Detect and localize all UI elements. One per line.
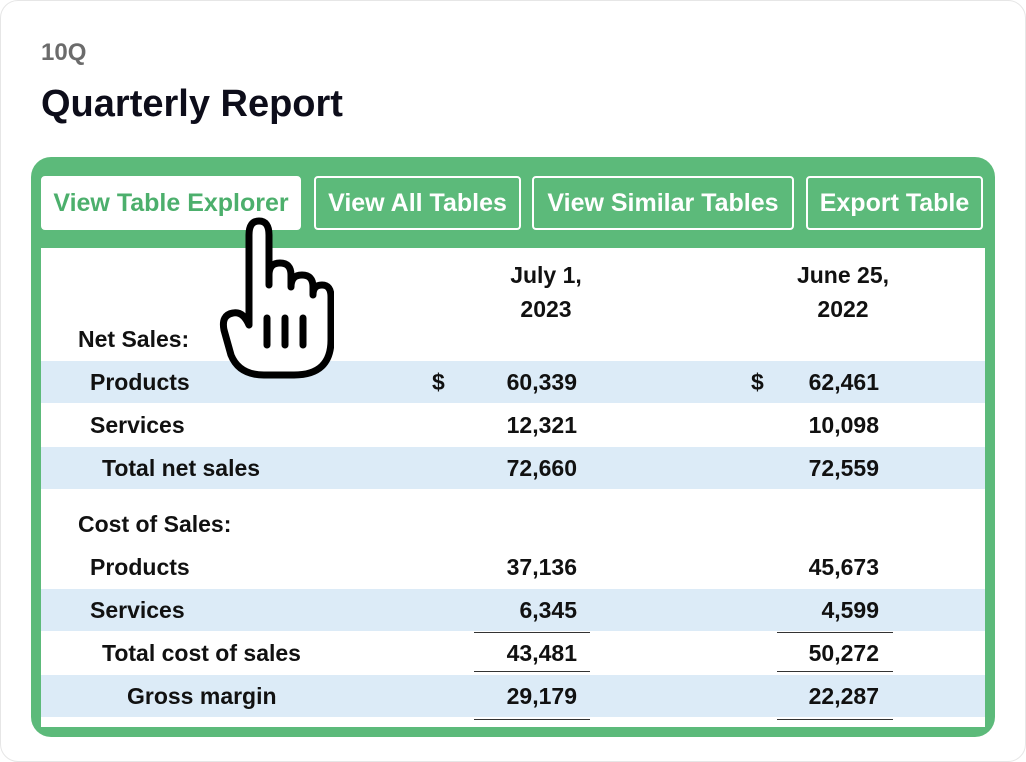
section-label: Cost of Sales:: [78, 511, 232, 537]
table-panel: View Table Explorer View All Tables View…: [31, 157, 995, 737]
row-label: Gross margin: [127, 683, 277, 709]
section-heading-row: Cost of Sales:: [41, 503, 985, 545]
row-label: Total cost of sales: [102, 640, 301, 666]
column-header-line1: July 1,: [510, 262, 582, 288]
table-row: Products 37,136 45,673: [41, 546, 985, 588]
financial-table: July 1, 2023 June 25, 2022 Net Sales: Pr…: [41, 248, 985, 727]
table-row: Services 6,345 4,599: [41, 589, 985, 631]
section-heading-row: Net Sales:: [41, 318, 985, 360]
view-similar-tables-button[interactable]: View Similar Tables: [532, 176, 794, 230]
currency-symbol: $: [432, 369, 445, 395]
subtotal-rule: [777, 671, 893, 672]
table-row: Total cost of sales 43,481 50,272: [41, 632, 985, 674]
value-2023: 6,345: [519, 597, 577, 623]
value-2022: 50,272: [808, 640, 879, 666]
row-label: Products: [90, 369, 190, 395]
value-2022: 45,673: [808, 554, 879, 580]
page-title: Quarterly Report: [41, 83, 343, 125]
pointer-hand-icon: [219, 217, 334, 379]
value-2023: 37,136: [506, 554, 577, 580]
column-header-2023: July 1, 2023: [496, 258, 596, 326]
currency-symbol: $: [751, 369, 764, 395]
row-label: Products: [90, 554, 190, 580]
value-2023: 43,481: [506, 640, 577, 666]
column-header-line2: 2023: [520, 296, 572, 322]
total-rule: [474, 719, 590, 720]
value-2023: 72,660: [506, 455, 577, 481]
section-label: Net Sales:: [78, 326, 190, 352]
export-table-button[interactable]: Export Table: [806, 176, 983, 230]
row-label: Total net sales: [102, 455, 261, 481]
value-2023: 29,179: [506, 683, 577, 709]
value-2023: 12,321: [506, 412, 577, 438]
form-code: 10Q: [41, 39, 87, 66]
column-header-line2: 2022: [817, 296, 869, 322]
subtotal-rule: [474, 671, 590, 672]
value-2022: 10,098: [808, 412, 879, 438]
value-2022: 72,559: [808, 455, 879, 481]
total-rule: [777, 719, 893, 720]
subtotal-rule: [777, 632, 893, 633]
column-header-2022: June 25, 2022: [793, 258, 893, 326]
table-row: Gross margin 29,179 22,287: [41, 675, 985, 717]
value-2022: 4,599: [821, 597, 879, 623]
table-row: Total net sales 72,660 72,559: [41, 447, 985, 489]
view-table-explorer-button[interactable]: View Table Explorer: [41, 176, 301, 230]
value-2022: 22,287: [808, 683, 879, 709]
value-2022: 62,461: [808, 369, 879, 395]
table-row: Products $ 60,339 $ 62,461: [41, 361, 985, 403]
column-header-line1: June 25,: [796, 262, 890, 288]
table-row: Services 12,321 10,098: [41, 404, 985, 446]
view-all-tables-button[interactable]: View All Tables: [314, 176, 521, 230]
row-label: Services: [90, 597, 185, 623]
value-2023: 60,339: [506, 369, 577, 395]
row-label: Services: [90, 412, 185, 438]
subtotal-rule: [474, 632, 590, 633]
